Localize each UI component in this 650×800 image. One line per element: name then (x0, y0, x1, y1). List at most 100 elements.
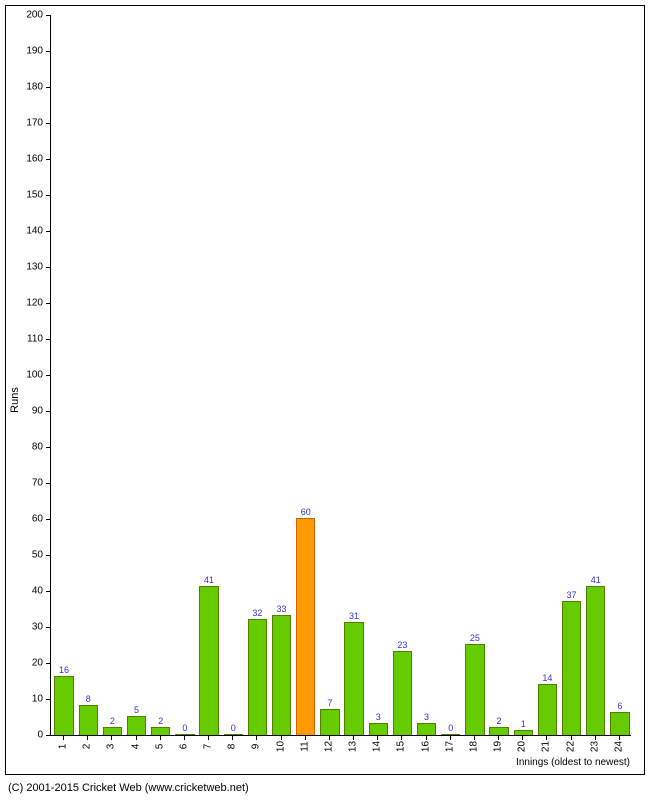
x-tick-label: 4 (130, 744, 141, 750)
y-tick-label: 170 (26, 118, 43, 129)
bar-value-label: 1 (521, 719, 526, 729)
x-tick (63, 735, 64, 740)
plot-area: 0102030405060708090100110120130140150160… (50, 15, 631, 736)
y-tick-label: 190 (26, 46, 43, 57)
bar-value-label: 2 (497, 716, 502, 726)
y-tick (46, 591, 51, 592)
y-tick-label: 100 (26, 370, 43, 381)
x-tick-label: 18 (468, 741, 479, 752)
y-tick (46, 627, 51, 628)
bar-value-label: 7 (327, 698, 332, 708)
bar: 0 (175, 734, 194, 735)
y-tick (46, 267, 51, 268)
x-tick-label: 20 (517, 741, 528, 752)
x-tick (353, 735, 354, 740)
bar: 2 (151, 727, 170, 735)
bar: 0 (224, 734, 243, 735)
y-tick (46, 483, 51, 484)
y-tick (46, 195, 51, 196)
x-tick-label: 10 (275, 741, 286, 752)
bar: 32 (248, 619, 267, 735)
copyright-text: (C) 2001-2015 Cricket Web (www.cricketwe… (8, 782, 249, 794)
x-tick (184, 735, 185, 740)
bar-value-label: 31 (349, 611, 359, 621)
bar: 31 (344, 622, 363, 735)
x-tick (377, 735, 378, 740)
x-tick-label: 1 (58, 744, 69, 750)
x-tick (281, 735, 282, 740)
bar-value-label: 23 (397, 640, 407, 650)
bar: 3 (369, 723, 388, 735)
y-axis-title: Runs (9, 387, 21, 413)
y-tick-label: 30 (32, 622, 43, 633)
y-tick (46, 123, 51, 124)
x-tick (522, 735, 523, 740)
bar-value-label: 41 (204, 575, 214, 585)
x-tick (595, 735, 596, 740)
x-tick-label: 16 (420, 741, 431, 752)
x-tick (136, 735, 137, 740)
y-tick-label: 180 (26, 82, 43, 93)
x-tick (619, 735, 620, 740)
x-tick-label: 24 (613, 741, 624, 752)
x-tick-label: 15 (396, 741, 407, 752)
x-axis-title: Innings (oldest to newest) (516, 757, 630, 768)
y-tick-label: 20 (32, 658, 43, 669)
y-tick-label: 70 (32, 478, 43, 489)
y-tick-label: 110 (27, 334, 43, 345)
bar: 41 (199, 586, 218, 735)
bar-value-label: 3 (424, 712, 429, 722)
bar: 2 (489, 727, 508, 735)
y-tick (46, 699, 51, 700)
x-tick-label: 13 (348, 741, 359, 752)
bar: 8 (79, 705, 98, 735)
x-tick (208, 735, 209, 740)
y-tick-label: 200 (26, 10, 43, 21)
x-tick (111, 735, 112, 740)
bar: 60 (296, 518, 315, 735)
x-tick (305, 735, 306, 740)
x-tick-label: 23 (589, 741, 600, 752)
bar-value-label: 33 (277, 604, 287, 614)
y-tick (46, 159, 51, 160)
y-tick-label: 160 (26, 154, 43, 165)
x-tick-label: 12 (323, 741, 334, 752)
x-tick-label: 2 (82, 744, 93, 750)
bar-value-label: 2 (158, 716, 163, 726)
y-tick-label: 120 (26, 298, 43, 309)
x-tick (474, 735, 475, 740)
bar: 2 (103, 727, 122, 735)
bar: 23 (393, 651, 412, 735)
x-tick-label: 21 (541, 741, 552, 752)
y-tick-label: 130 (26, 262, 43, 273)
bar: 3 (417, 723, 436, 735)
x-tick-label: 17 (444, 741, 455, 752)
x-tick-label: 19 (493, 741, 504, 752)
y-tick (46, 447, 51, 448)
bar: 37 (562, 601, 581, 735)
y-tick-label: 0 (37, 730, 43, 741)
x-tick-label: 3 (106, 744, 117, 750)
y-tick-label: 40 (32, 586, 43, 597)
bar-value-label: 3 (376, 712, 381, 722)
bar-value-label: 6 (617, 701, 622, 711)
y-tick (46, 663, 51, 664)
x-tick (426, 735, 427, 740)
y-tick (46, 231, 51, 232)
x-tick (232, 735, 233, 740)
x-tick-label: 11 (299, 741, 310, 751)
x-tick (498, 735, 499, 740)
y-tick (46, 339, 51, 340)
y-tick (46, 87, 51, 88)
bar: 6 (610, 712, 629, 735)
x-tick-label: 14 (372, 741, 383, 752)
bar-value-label: 41 (591, 575, 601, 585)
y-tick-label: 60 (32, 514, 43, 525)
bar-value-label: 37 (567, 590, 577, 600)
bar-value-label: 32 (252, 608, 262, 618)
x-tick-label: 5 (154, 744, 165, 750)
y-tick-label: 80 (32, 442, 43, 453)
y-tick-label: 50 (32, 550, 43, 561)
bar-value-label: 16 (59, 665, 69, 675)
y-tick (46, 375, 51, 376)
